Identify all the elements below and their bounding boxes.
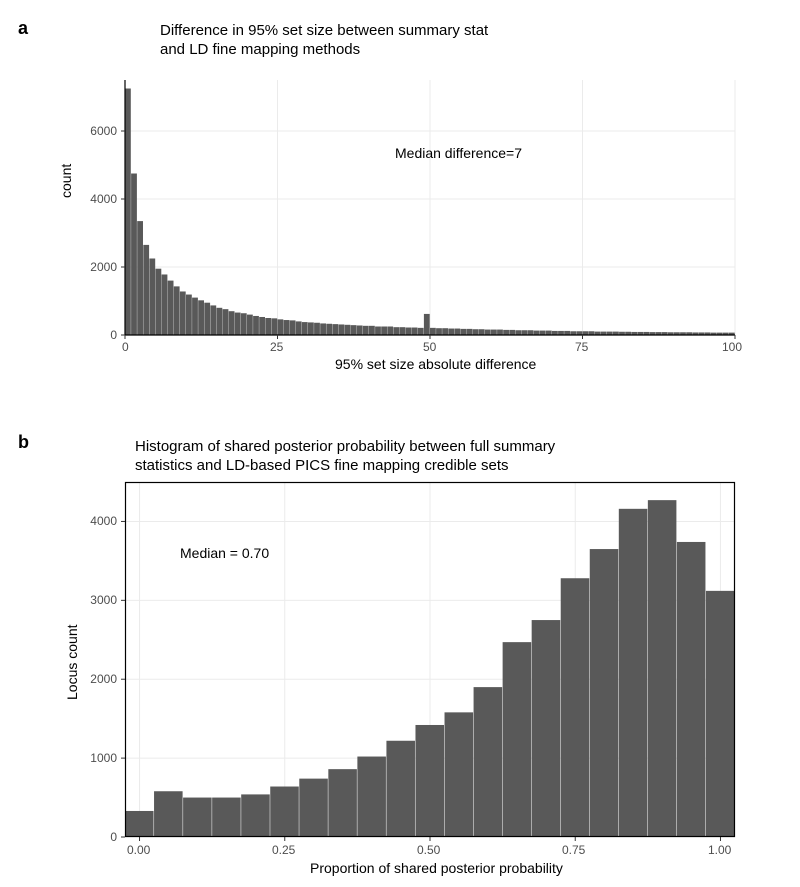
- panel-b-plot: [125, 482, 735, 837]
- panel-a-xtick-50: 50: [423, 340, 436, 354]
- panel-b-ytick-3000: 3000: [75, 593, 117, 607]
- panel-a-xlabel: 95% set size absolute difference: [335, 356, 536, 372]
- panel-b-svg: [125, 482, 735, 837]
- panel-b-annotation: Median = 0.70: [180, 545, 269, 561]
- panel-a-xtick-100: 100: [722, 340, 742, 354]
- panel-a-xtick-0: 0: [122, 340, 129, 354]
- panel-b-xtick-0: 0.00: [127, 843, 150, 857]
- panel-b-title-line1: Histogram of shared posterior probabilit…: [135, 438, 555, 455]
- panel-a-title-line1: Difference in 95% set size between summa…: [160, 22, 488, 39]
- panel-b-xlabel: Proportion of shared posterior probabili…: [310, 860, 563, 876]
- panel-b-ytick-4000: 4000: [75, 514, 117, 528]
- panel-b-xtick-025: 0.25: [272, 843, 295, 857]
- panel-a-plot: [125, 80, 735, 335]
- panel-a-ylabel: count: [58, 164, 74, 198]
- panel-b-label: b: [18, 432, 29, 453]
- panel-b-title-line2: statistics and LD-based PICS fine mappin…: [135, 457, 509, 474]
- panel-b-ytick-2000: 2000: [75, 672, 117, 686]
- panel-a-ytick-0: 0: [75, 328, 117, 342]
- panel-b-ylabel: Locus count: [64, 625, 80, 701]
- panel-b-ytick-0: 0: [75, 830, 117, 844]
- panel-a-svg: [125, 80, 735, 335]
- panel-b-title: Histogram of shared posterior probabilit…: [135, 438, 555, 476]
- panel-a-ytick-6000: 6000: [75, 124, 117, 138]
- panel-b-ytick-1000: 1000: [75, 751, 117, 765]
- panel-a-title-line2: and LD fine mapping methods: [160, 41, 360, 58]
- panel-a-xtick-75: 75: [575, 340, 588, 354]
- panel-a-ytick-4000: 4000: [75, 192, 117, 206]
- panel-a-ytick-2000: 2000: [75, 260, 117, 274]
- panel-a-annotation: Median difference=7: [395, 145, 522, 161]
- panel-b-xtick-075: 0.75: [562, 843, 585, 857]
- panel-a-title: Difference in 95% set size between summa…: [160, 22, 488, 60]
- panel-b-xtick-050: 0.50: [417, 843, 440, 857]
- panel-a-xtick-25: 25: [270, 340, 283, 354]
- panel-b-xtick-100: 1.00: [708, 843, 731, 857]
- panel-a-label: a: [18, 18, 28, 39]
